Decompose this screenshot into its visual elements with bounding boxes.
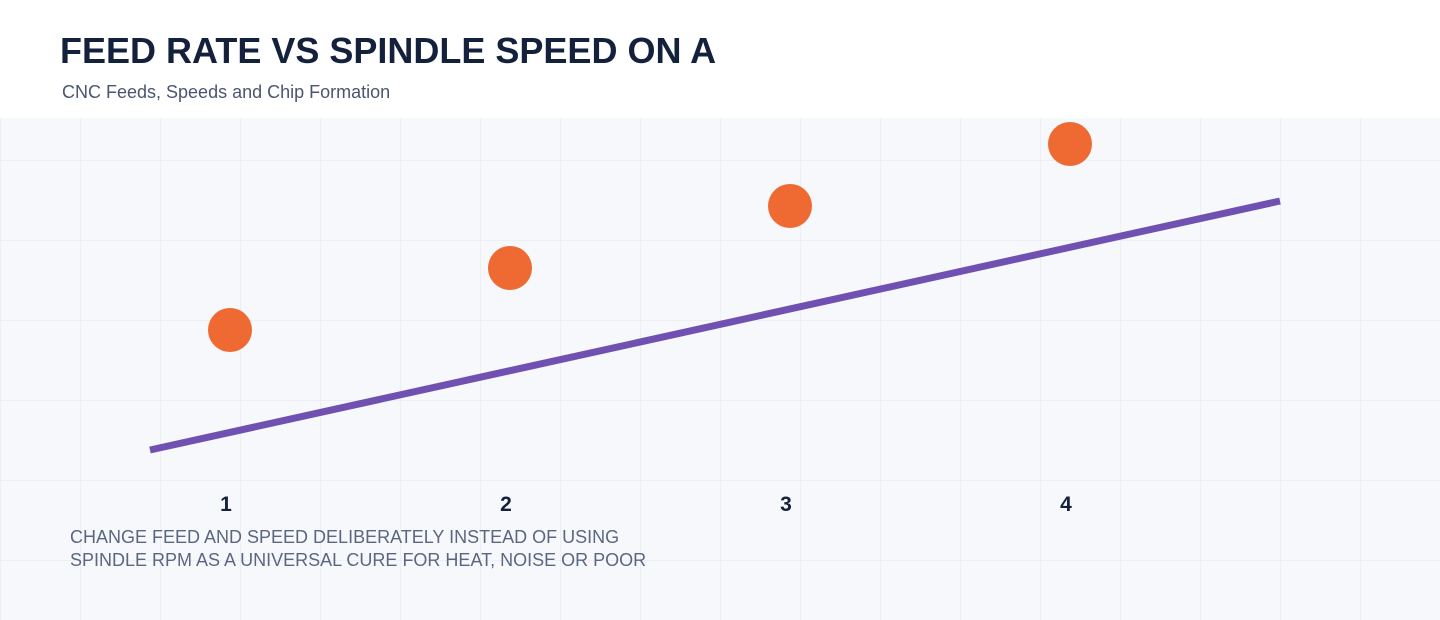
title: FEED RATE VS SPINDLE SPEED ON A bbox=[60, 30, 716, 71]
caption-line: CHANGE FEED AND SPEED DELIBERATELY INSTE… bbox=[70, 527, 619, 547]
step-label: 3 bbox=[780, 493, 792, 516]
step-label: 4 bbox=[1060, 493, 1072, 516]
step-label: 2 bbox=[500, 493, 512, 516]
step-dot bbox=[208, 308, 252, 352]
trend-line bbox=[149, 197, 1281, 454]
subtitle: CNC Feeds, Speeds and Chip Formation bbox=[62, 82, 390, 102]
step-label: 1 bbox=[220, 493, 232, 516]
caption-line: SPINDLE RPM AS A UNIVERSAL CURE FOR HEAT… bbox=[70, 550, 646, 570]
header-band bbox=[0, 0, 1440, 118]
step-dot bbox=[488, 246, 532, 290]
step-dot bbox=[1048, 122, 1092, 166]
step-dot bbox=[768, 184, 812, 228]
grid bbox=[0, 118, 1440, 620]
